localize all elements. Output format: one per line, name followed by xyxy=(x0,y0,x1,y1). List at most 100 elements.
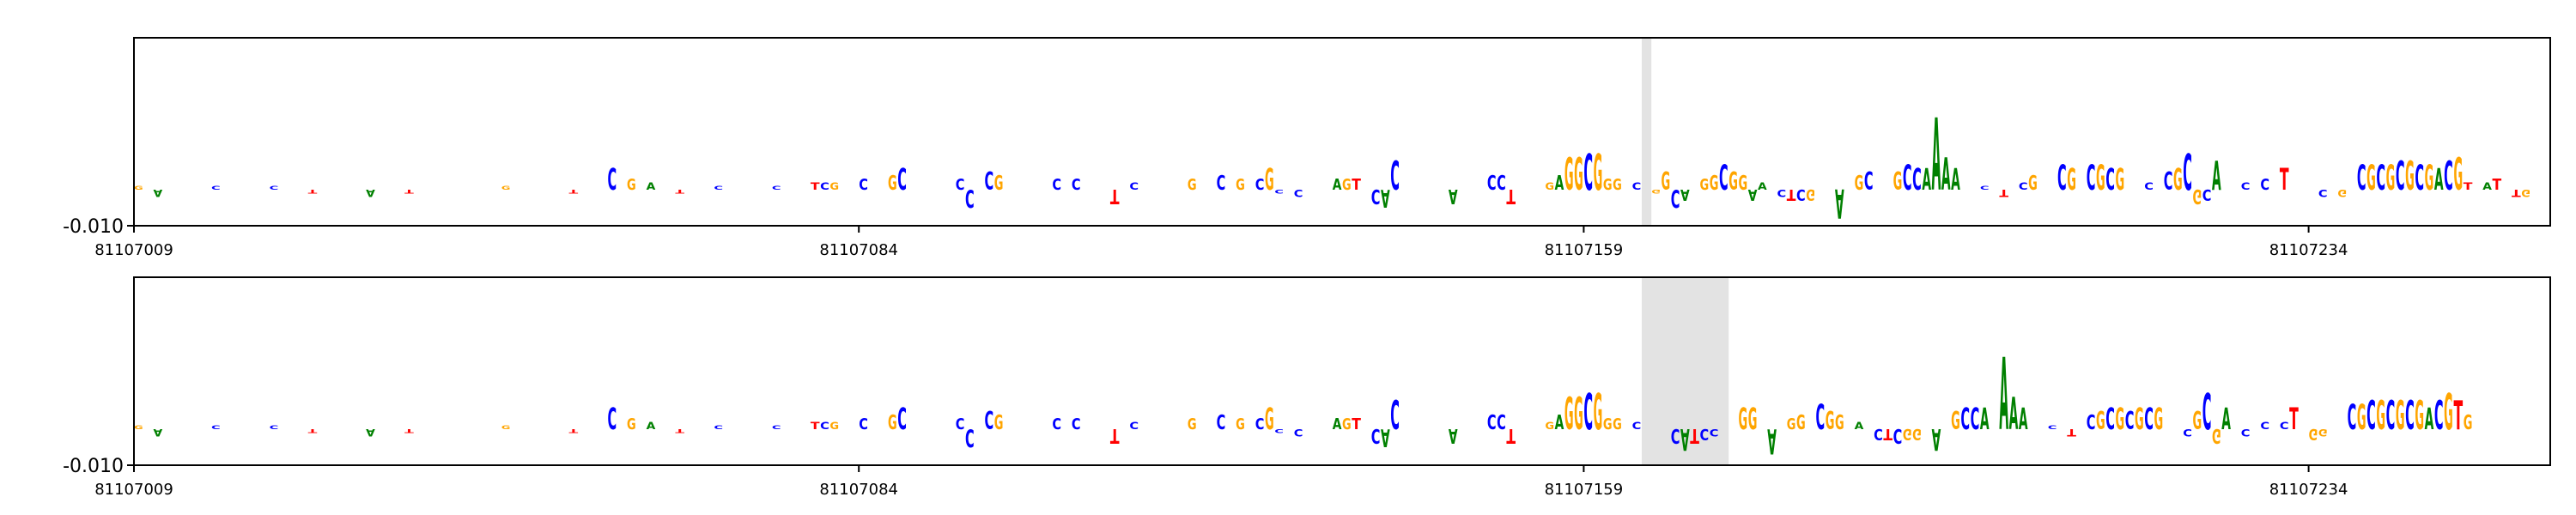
logo-letter: G xyxy=(2028,172,2038,195)
logo-letter: A xyxy=(1748,186,1758,203)
logo-letter: G xyxy=(2386,157,2396,197)
logo-letter: C xyxy=(1777,187,1787,198)
logo-letter: G xyxy=(2135,402,2144,436)
logo-letter: C xyxy=(2241,180,2251,191)
logo-letter: A xyxy=(154,427,163,438)
logo-letter: C xyxy=(1583,384,1593,441)
logo-letter: C xyxy=(2318,187,2328,198)
logo-letter: C xyxy=(1217,411,1226,434)
logo-letter: C xyxy=(2202,384,2212,441)
logo-letter: A xyxy=(2425,402,2434,436)
logo-letter: C xyxy=(897,402,907,436)
logo-letter: T xyxy=(811,420,820,431)
logo-letter: T xyxy=(1999,187,2008,198)
logo-letter: C xyxy=(2144,180,2154,191)
logo-letter: A xyxy=(366,187,375,198)
logo-letter: G xyxy=(2193,185,2202,208)
logo-letter: T xyxy=(1352,176,1361,193)
logo-letter: C xyxy=(2444,154,2453,199)
logo-letter: G xyxy=(2464,411,2473,434)
logo-letter: C xyxy=(2057,157,2067,197)
logo-letter: C xyxy=(1583,144,1593,202)
logo-letter: C xyxy=(2357,157,2366,197)
logo-letter: G xyxy=(1710,172,1719,195)
logo-letter: G xyxy=(627,415,636,433)
logo-letter: G xyxy=(1265,402,1274,436)
logo-letter: G xyxy=(1826,407,1835,435)
logo-letter: A xyxy=(1758,180,1767,191)
logo-letter: A xyxy=(1449,424,1458,447)
logo-letter: G xyxy=(1951,407,1960,435)
logo-letter: G xyxy=(2096,407,2105,435)
logo-letter: A xyxy=(1932,422,1941,457)
logo-letter: G xyxy=(2396,393,2405,439)
logo-letter: C xyxy=(1980,185,1990,191)
logo-letter: G xyxy=(2453,148,2463,201)
logo-letter: C xyxy=(2241,427,2251,438)
logo-letter: A xyxy=(1932,99,1941,214)
x-tick-label: 81107009 xyxy=(94,481,173,499)
logo-letter: T xyxy=(675,427,684,433)
logo-letter: G xyxy=(1342,415,1352,433)
logo-letter: G xyxy=(2212,424,2221,447)
logo-letter: C xyxy=(211,425,221,431)
logo-letter: T xyxy=(1883,426,1893,443)
logo-letter: C xyxy=(1371,424,1381,447)
logo-letter: T xyxy=(404,427,414,433)
logo-letter: C xyxy=(2280,420,2289,431)
logo-letter: G xyxy=(2309,426,2318,443)
panel: G A C CT A TGT C G A TC C T C G C G C C CC G C CT C G C G C G C C A G TC… xyxy=(63,276,2551,499)
x-tick-label: 81107159 xyxy=(1545,481,1624,499)
logo-letter: G xyxy=(2425,157,2434,197)
logo-letter: G xyxy=(1893,167,1903,196)
x-tick-label: 81107159 xyxy=(1545,241,1624,259)
logo-letter: G xyxy=(829,180,839,191)
logo-letter: G xyxy=(2366,157,2376,197)
logo-letter: C xyxy=(1912,162,1922,197)
logo-letter: C xyxy=(2260,420,2269,431)
logo-letter: A xyxy=(2434,162,2444,197)
logo-letter: C xyxy=(965,184,975,212)
logo-letter: G xyxy=(627,176,636,193)
logo-letter: C xyxy=(2087,157,2096,197)
logo-letter: A xyxy=(1381,184,1390,212)
logo-letter: G xyxy=(1236,176,1245,193)
logo-letter: T xyxy=(2464,180,2473,191)
logo-letter: G xyxy=(1796,411,1806,434)
logo-letter: G xyxy=(994,411,1004,434)
logo-letter: C xyxy=(1072,415,1081,433)
logo-letter: T xyxy=(569,188,579,194)
logo-letter: A xyxy=(1449,185,1458,208)
logo-letter: C xyxy=(1699,426,1709,443)
logo-letter: A xyxy=(1680,186,1690,203)
y-tick-label: -0.010 xyxy=(63,456,124,477)
logo-letter: C xyxy=(2415,157,2424,197)
logo-letter: C xyxy=(1072,176,1081,193)
logo-letter: G xyxy=(1188,176,1197,193)
logo-letter: C xyxy=(897,162,907,197)
logo-letter: G xyxy=(1738,172,1747,195)
highlight-region xyxy=(1641,277,1729,465)
logo-letter: C xyxy=(1816,397,1826,437)
logo-letter: C xyxy=(2434,393,2444,439)
logo-letter: C xyxy=(772,185,781,191)
logo-letter: C xyxy=(859,415,868,433)
logo-letter: G xyxy=(2193,407,2202,435)
logo-letter: C xyxy=(1497,172,1506,195)
logo-letter: C xyxy=(608,402,617,436)
logo-letter: G xyxy=(2415,393,2424,439)
logo-letter: C xyxy=(965,423,975,451)
logo-letter: A xyxy=(1555,172,1564,195)
logo-letter: C xyxy=(2386,393,2396,439)
logo-letter: C xyxy=(1255,176,1265,193)
logo-letter: G xyxy=(1651,188,1661,194)
y-tick-label: -0.010 xyxy=(63,216,124,238)
logo-letter: C xyxy=(2405,393,2415,439)
logo-letter: G xyxy=(2318,427,2328,438)
logo-letter: C xyxy=(714,185,723,191)
logo-letter: C xyxy=(956,176,965,193)
logo-letter: G xyxy=(1564,148,1574,201)
logo-letter: G xyxy=(2173,162,2183,197)
logo-letter: G xyxy=(1603,415,1613,433)
logo-letter: G xyxy=(2405,154,2415,199)
